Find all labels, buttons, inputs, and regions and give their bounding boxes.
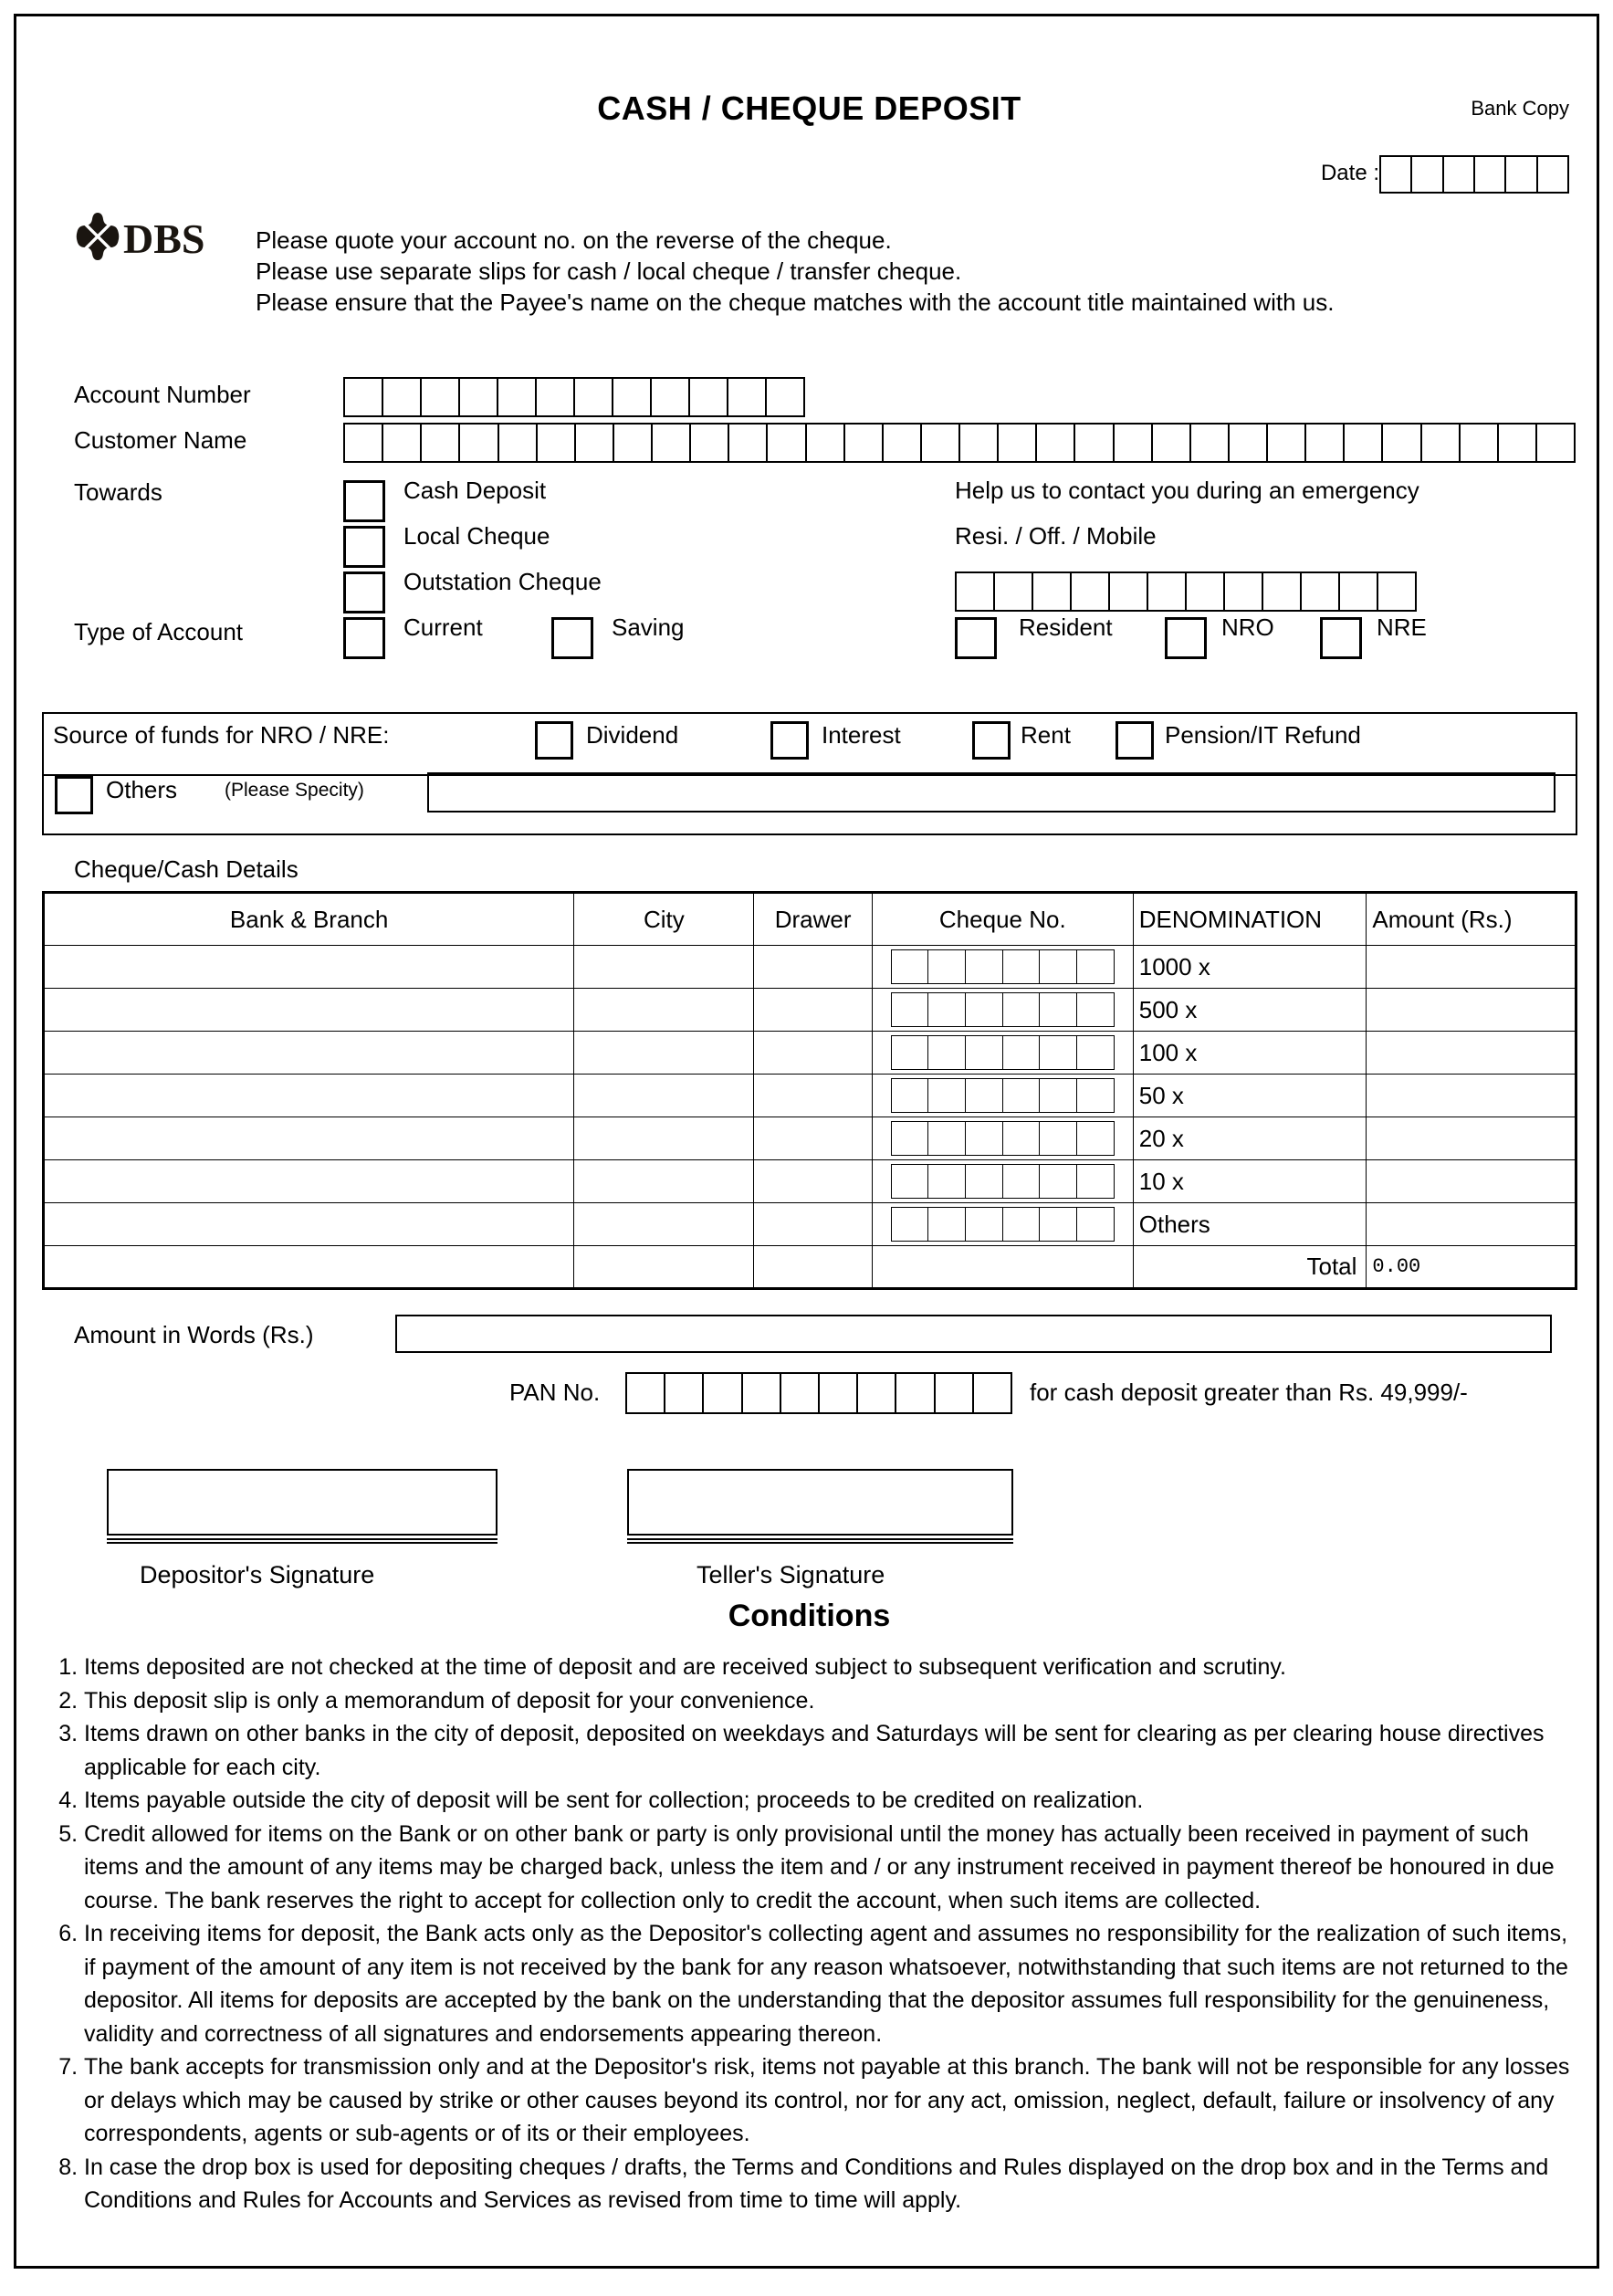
svg-text:DBS: DBS [123, 215, 204, 262]
